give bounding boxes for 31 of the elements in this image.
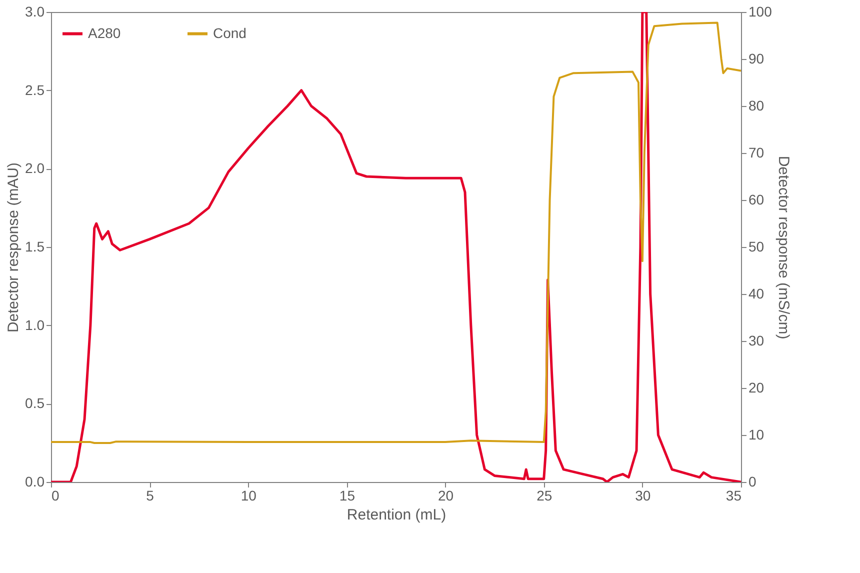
y-axis-title: Detector response (mAU): [5, 162, 22, 333]
legend-label: A280: [88, 24, 121, 41]
x-tick-label: 30: [635, 488, 651, 504]
y-tick-label: 0.5: [25, 395, 45, 412]
y2-tick-label: 80: [748, 98, 764, 114]
x-axis-title: Retention (mL): [346, 506, 446, 524]
y-tick-label: 0.0: [25, 474, 45, 490]
y-tick-label: 2.0: [25, 160, 45, 176]
y2-tick-label: 0: [748, 474, 756, 490]
y2-tick-label: 40: [748, 286, 764, 302]
y2-axis-title: Detector response (mS/cm): [774, 156, 792, 340]
y2-tick-label: 30: [748, 332, 764, 348]
y-tick-label: 1.5: [25, 238, 45, 254]
x-tick-label: 15: [339, 488, 356, 504]
x-tick-label: 35: [726, 488, 742, 504]
y2-tick-label: 70: [748, 144, 764, 160]
y2-tick-label: 10: [748, 426, 764, 442]
y2-tick-label: 50: [748, 238, 764, 254]
y2-tick-label: 100: [748, 4, 772, 20]
y-tick-label: 3.0: [25, 4, 45, 20]
x-tick-label: 20: [438, 488, 454, 504]
y-tick-label: 1.0: [25, 316, 45, 333]
x-tick-label: 10: [240, 488, 257, 504]
x-tick-label: 25: [536, 488, 552, 504]
y-tick-label: 2.5: [25, 82, 45, 98]
legend-label: Cond: [213, 24, 246, 41]
x-tick-label: 0: [52, 488, 60, 504]
y2-tick-label: 90: [748, 50, 764, 66]
x-tick-label: 5: [146, 488, 154, 504]
y2-tick-label: 60: [748, 192, 764, 208]
y2-tick-label: 20: [748, 380, 764, 396]
